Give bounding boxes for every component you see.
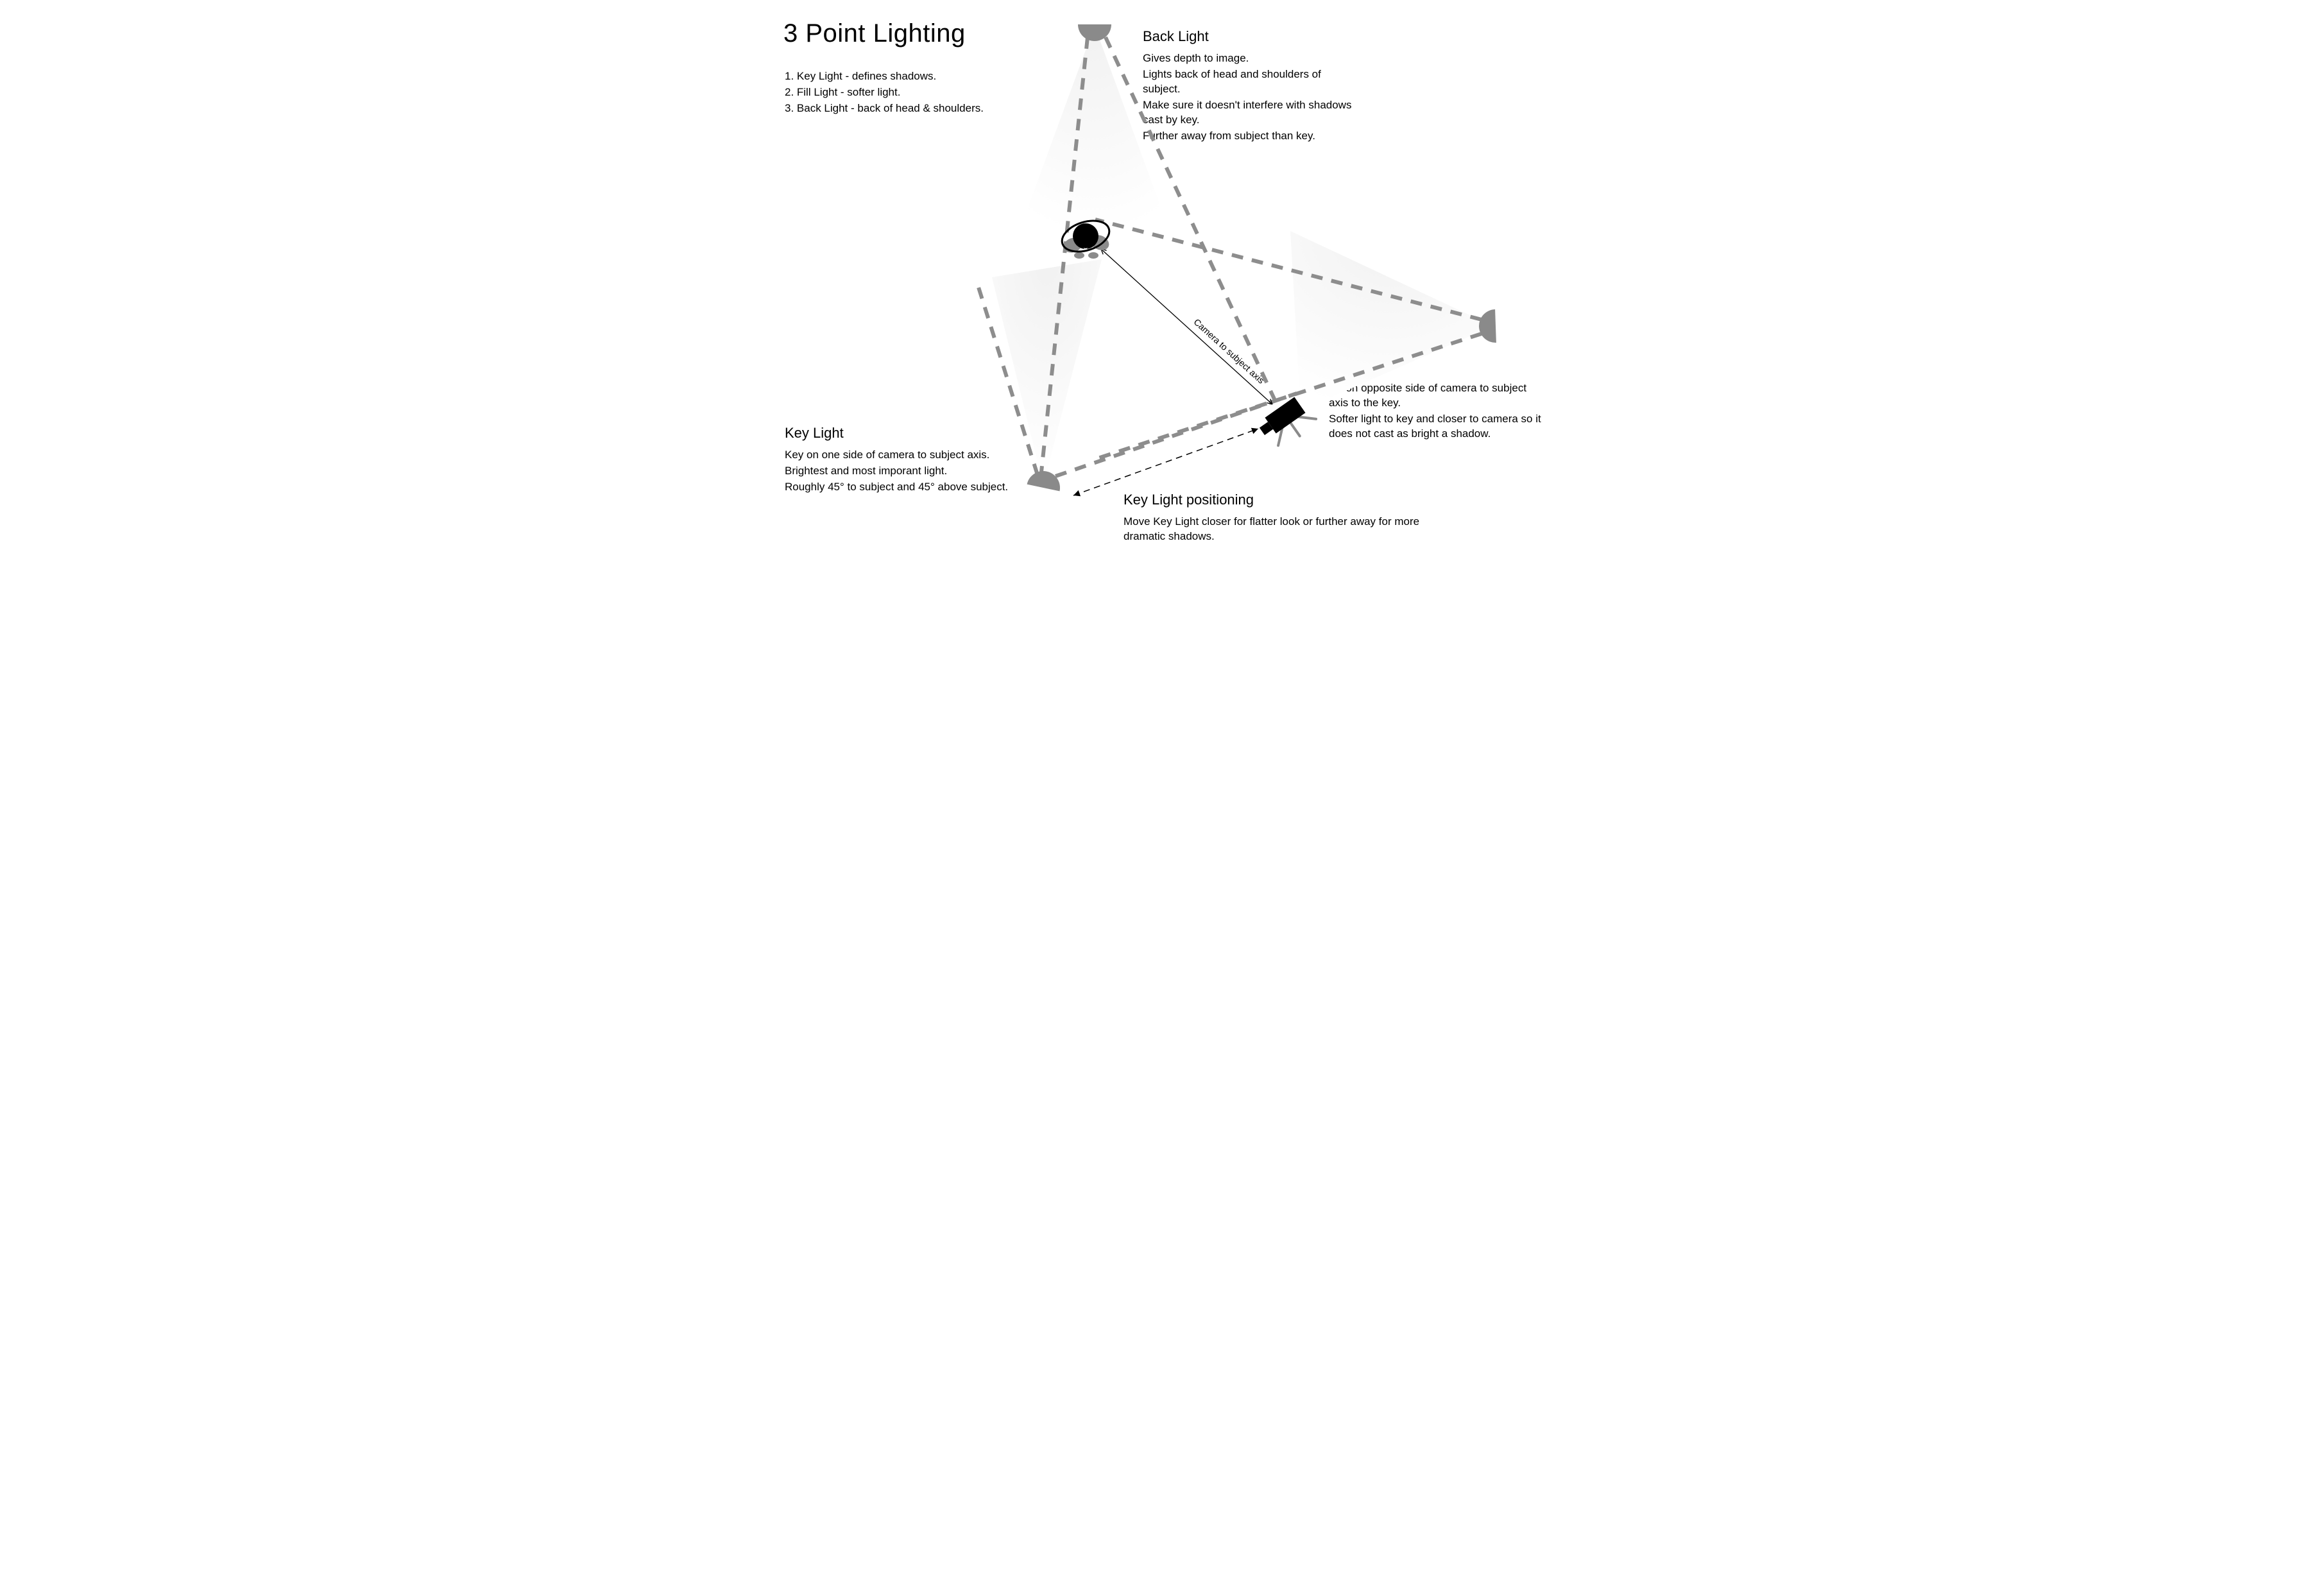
- key-lamp-icon: [1027, 468, 1063, 491]
- key-position-arrowhead: [1073, 490, 1081, 496]
- lighting-diagram-svg: Camera to subject axis: [732, 0, 1592, 584]
- camera-axis-line: [1101, 249, 1272, 404]
- camera-axis-label: Camera to subject axis: [1192, 316, 1266, 385]
- back-light-cone: [1018, 26, 1167, 234]
- fill-light-cone: [1290, 231, 1493, 411]
- key-light-cone: [992, 259, 1102, 485]
- fill-lamp-icon: [1478, 309, 1496, 343]
- diagram-stage: 3 Point Lighting 1. Key Light - defines …: [732, 0, 1592, 584]
